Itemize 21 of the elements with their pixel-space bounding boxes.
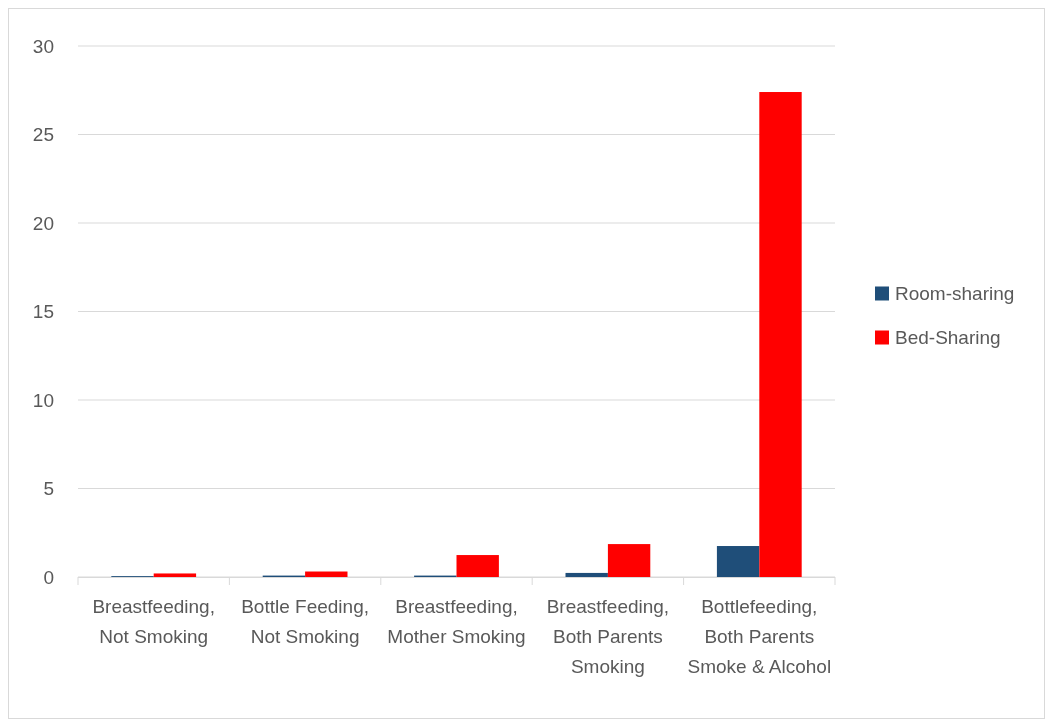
- x-tick-label: Breastfeeding, Mother Smoking: [387, 596, 526, 647]
- x-tick-label: Breastfeeding, Both Parents Smoking: [546, 596, 670, 677]
- bar: [305, 571, 348, 577]
- bar: [456, 555, 499, 577]
- y-tick-label: 30: [32, 35, 54, 57]
- y-tick-label: 20: [32, 212, 54, 234]
- legend-label: Room-sharing: [895, 283, 1015, 305]
- x-tick-label: Bottlefeeding, Both Parents Smoke & Alcohol: [687, 596, 832, 677]
- bar: [607, 544, 651, 577]
- y-tick-label: 0: [43, 566, 54, 588]
- bar: [716, 546, 760, 577]
- y-tick-label: 10: [32, 389, 54, 411]
- bar: [153, 573, 197, 577]
- y-tick-label: 25: [32, 124, 54, 146]
- y-tick-label: 15: [32, 301, 54, 323]
- y-tick-label: 5: [43, 478, 54, 500]
- bar: [759, 92, 802, 577]
- bar: [565, 572, 608, 577]
- legend-label: Bed-Sharing: [895, 327, 1001, 349]
- x-tick-label: Breastfeeding, Not Smoking: [92, 596, 215, 647]
- x-tick-label: Bottle Feeding, Not Smoking: [241, 596, 370, 647]
